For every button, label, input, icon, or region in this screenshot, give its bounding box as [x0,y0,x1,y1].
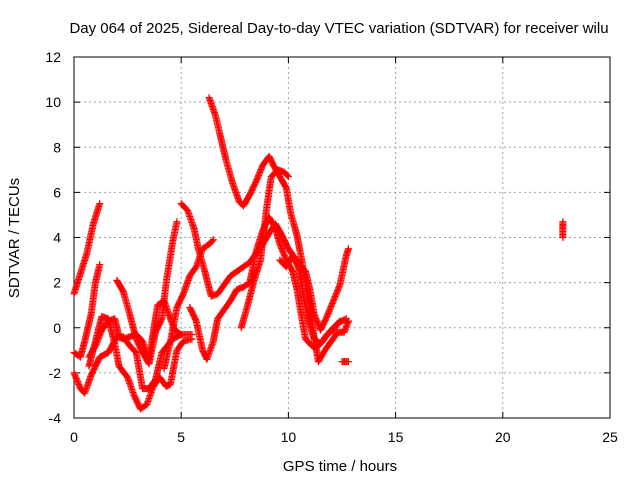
chart-title: Day 064 of 2025, Sidereal Day-to-day VTE… [69,20,608,37]
data-point [344,358,352,366]
data-point [284,173,292,181]
x-tick-label: 10 [281,429,297,445]
x-tick-label: 5 [177,429,185,445]
y-tick-label: 10 [45,94,61,110]
data-point [335,318,343,326]
x-axis: 0 5 10 15 20 25 [70,57,618,445]
data-point [336,317,344,325]
data-point [188,335,196,343]
y-tick-label: 0 [53,320,61,336]
y-axis-label: SDTVAR / TECUs [6,178,23,298]
data-point [559,218,567,226]
data-point [176,330,184,338]
grid-lines [74,57,610,418]
y-tick-label: 12 [45,49,61,65]
y-tick-label: -2 [49,365,62,381]
y-tick-label: 4 [53,230,61,246]
data-point [344,317,352,325]
data-point [96,200,104,208]
data-point [208,237,216,245]
data-point [177,331,185,339]
x-tick-label: 20 [495,429,511,445]
x-tick-label: 15 [388,429,404,445]
data-point [344,245,352,253]
data-point [209,236,217,244]
data-point [283,171,291,179]
data-points [70,94,567,413]
y-tick-label: 2 [53,275,61,291]
x-axis-label: GPS time / hours [283,458,397,475]
y-axis: -4 -2 0 2 4 6 8 10 12 [45,49,610,426]
x-tick-label: 0 [70,429,78,445]
y-tick-label: 6 [53,184,61,200]
x-tick-label: 25 [602,429,618,445]
data-point [96,261,104,269]
y-tick-label: -4 [49,410,62,426]
y-tick-label: 8 [53,139,61,155]
data-point [173,218,181,226]
